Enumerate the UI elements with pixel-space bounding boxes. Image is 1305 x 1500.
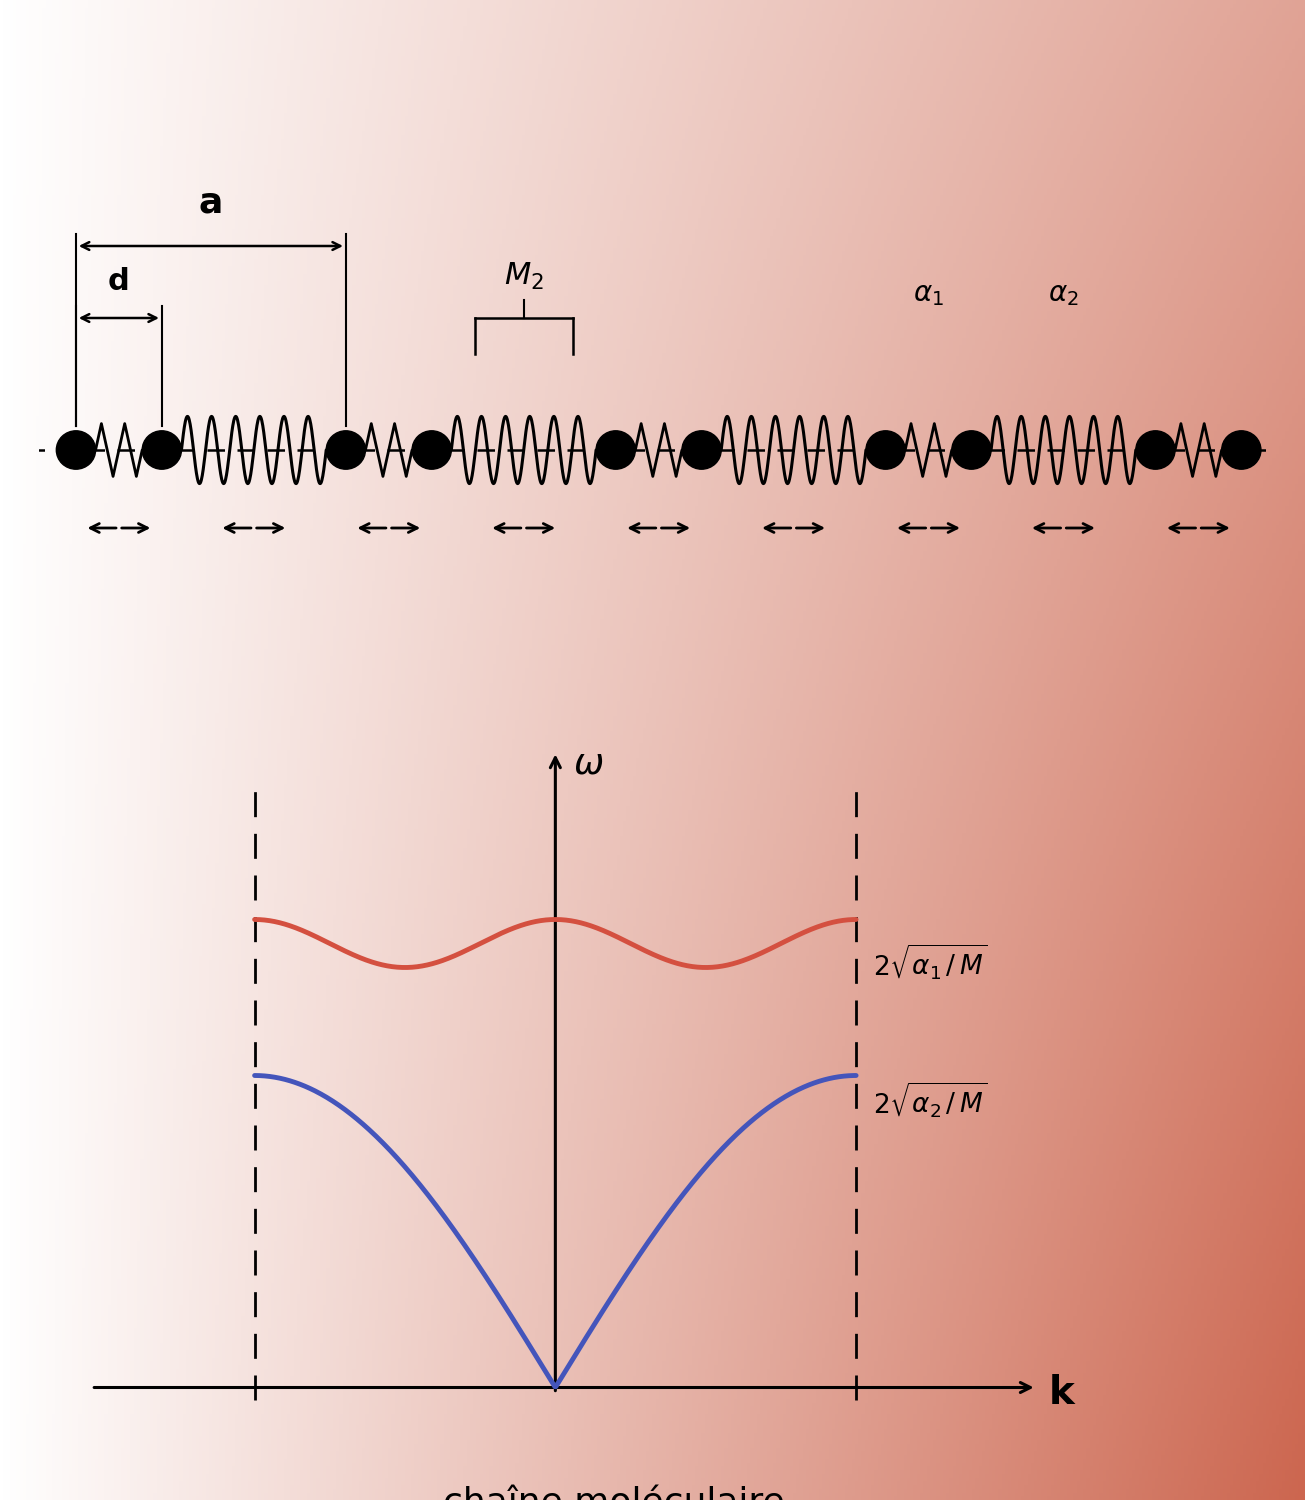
Circle shape [1221,430,1261,470]
Circle shape [142,430,181,470]
Text: $M_2$: $M_2$ [504,261,544,291]
Text: $\bf{k}$: $\bf{k}$ [1048,1374,1077,1413]
Circle shape [683,430,722,470]
Text: a: a [198,186,223,219]
Text: $\alpha_1$: $\alpha_1$ [913,280,944,308]
Text: $\omega$: $\omega$ [573,747,603,780]
Circle shape [867,430,906,470]
Text: $2\sqrt{\alpha_2\,/\,M}$: $2\sqrt{\alpha_2\,/\,M}$ [873,1080,988,1119]
Circle shape [1135,430,1174,470]
Circle shape [56,430,95,470]
Text: $2\sqrt{\alpha_1\,/\,M}$: $2\sqrt{\alpha_1\,/\,M}$ [873,942,988,981]
Text: d: d [108,267,129,297]
Text: chaîne moléculaire: chaîne moléculaire [442,1486,784,1500]
Circle shape [412,430,452,470]
Circle shape [596,430,636,470]
Circle shape [326,430,365,470]
Text: $\alpha_2$: $\alpha_2$ [1048,280,1079,308]
Circle shape [951,430,990,470]
